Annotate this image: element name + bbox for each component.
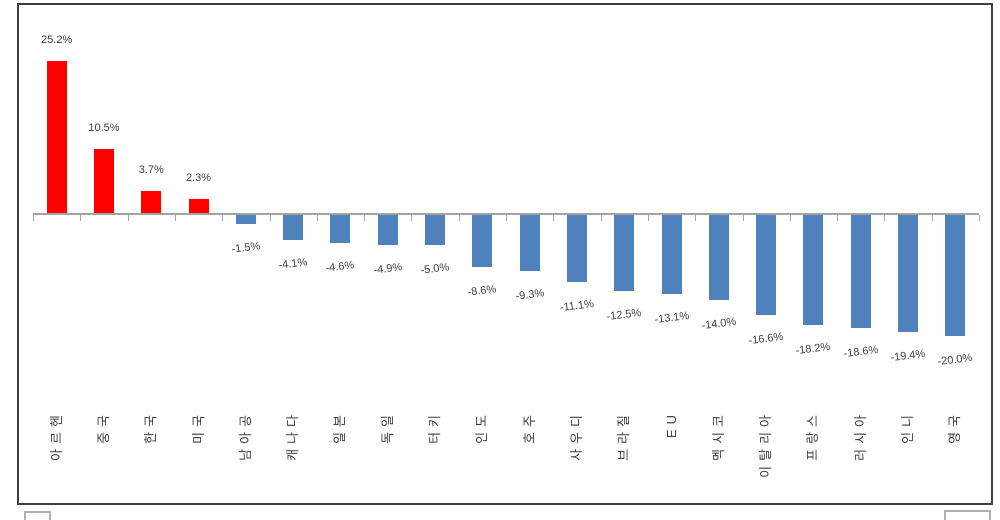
axis-tick — [33, 215, 34, 221]
category-label: 아르헨 — [48, 410, 64, 461]
axis-tick — [316, 215, 318, 221]
category-label: 인도 — [474, 410, 490, 444]
bar — [235, 215, 256, 224]
category-label: 독일 — [379, 410, 395, 444]
value-label: 25.2% — [41, 34, 73, 46]
value-label: 10.5% — [88, 122, 120, 134]
bar — [566, 215, 587, 282]
category-label: 캐나다 — [285, 410, 301, 461]
bottom-left-box-fragment — [24, 511, 51, 520]
category-label: 영국 — [947, 410, 963, 444]
category-label: 멕시코 — [710, 410, 726, 461]
bar — [330, 215, 351, 243]
category-label: 사우디 — [568, 410, 584, 461]
axis-tick — [695, 215, 697, 221]
category-label: 호주 — [521, 410, 537, 444]
axis-tick — [884, 215, 886, 221]
category-label: 인니 — [900, 410, 916, 444]
axis-tick — [789, 215, 791, 221]
bar — [519, 215, 540, 271]
category-label: 중국 — [95, 410, 111, 444]
bar — [425, 215, 446, 245]
axis-tick — [506, 215, 507, 221]
category-label: 러시아 — [852, 410, 868, 461]
x-axis-line — [33, 213, 979, 215]
bar — [141, 191, 162, 213]
bar — [472, 215, 493, 267]
bar — [93, 149, 114, 213]
bar — [614, 215, 635, 291]
axis-tick — [222, 215, 224, 221]
category-label: 미국 — [190, 410, 206, 444]
axis-tick — [269, 215, 271, 221]
axis-tick — [174, 215, 176, 221]
axis-tick — [411, 215, 413, 221]
bar — [850, 215, 871, 328]
category-label: EU — [663, 410, 679, 439]
axis-tick — [979, 215, 980, 221]
axis-tick — [742, 215, 744, 221]
bar — [661, 215, 682, 294]
axis-tick — [647, 215, 649, 221]
category-label: 남아공 — [237, 410, 253, 461]
axis-tick — [600, 215, 602, 221]
bar — [898, 215, 919, 332]
value-label: 3.7% — [138, 164, 164, 176]
category-label: 이탈리아 — [758, 410, 774, 478]
bar — [283, 215, 304, 240]
bar — [803, 215, 824, 325]
axis-tick — [458, 215, 460, 221]
axis-tick — [931, 215, 933, 221]
bar — [188, 199, 209, 213]
category-label: 터키 — [427, 410, 443, 444]
bar — [46, 61, 67, 213]
bar — [708, 215, 729, 300]
category-label: 브라질 — [616, 410, 632, 461]
chart-frame — [17, 3, 993, 505]
category-label: 한국 — [143, 410, 159, 444]
axis-tick — [127, 215, 129, 221]
axis-tick — [837, 215, 839, 221]
bar — [756, 215, 777, 315]
category-label: 일본 — [332, 410, 348, 444]
axis-tick — [553, 215, 555, 221]
axis-tick — [364, 215, 366, 221]
bar — [945, 215, 966, 336]
value-label: 2.3% — [186, 172, 212, 184]
axis-tick — [80, 215, 82, 221]
category-label: 프랑스 — [805, 410, 821, 461]
bar — [377, 215, 398, 245]
bottom-right-box-fragment — [944, 510, 991, 520]
